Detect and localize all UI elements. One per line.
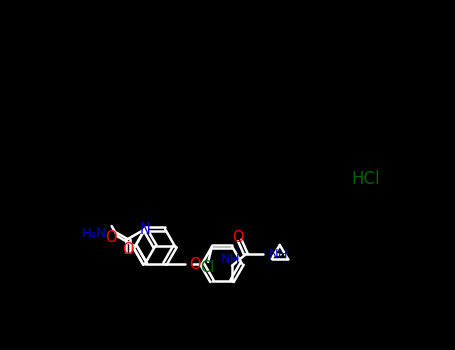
- Text: N: N: [140, 222, 151, 237]
- Text: O: O: [189, 257, 201, 272]
- Text: H₂N: H₂N: [82, 227, 107, 240]
- Text: Cl: Cl: [200, 260, 215, 275]
- Text: NH: NH: [269, 248, 288, 261]
- Text: O: O: [122, 242, 133, 257]
- Text: O: O: [233, 230, 244, 245]
- Text: NH: NH: [221, 253, 240, 266]
- Text: HCl: HCl: [352, 170, 380, 188]
- Text: O: O: [105, 231, 117, 245]
